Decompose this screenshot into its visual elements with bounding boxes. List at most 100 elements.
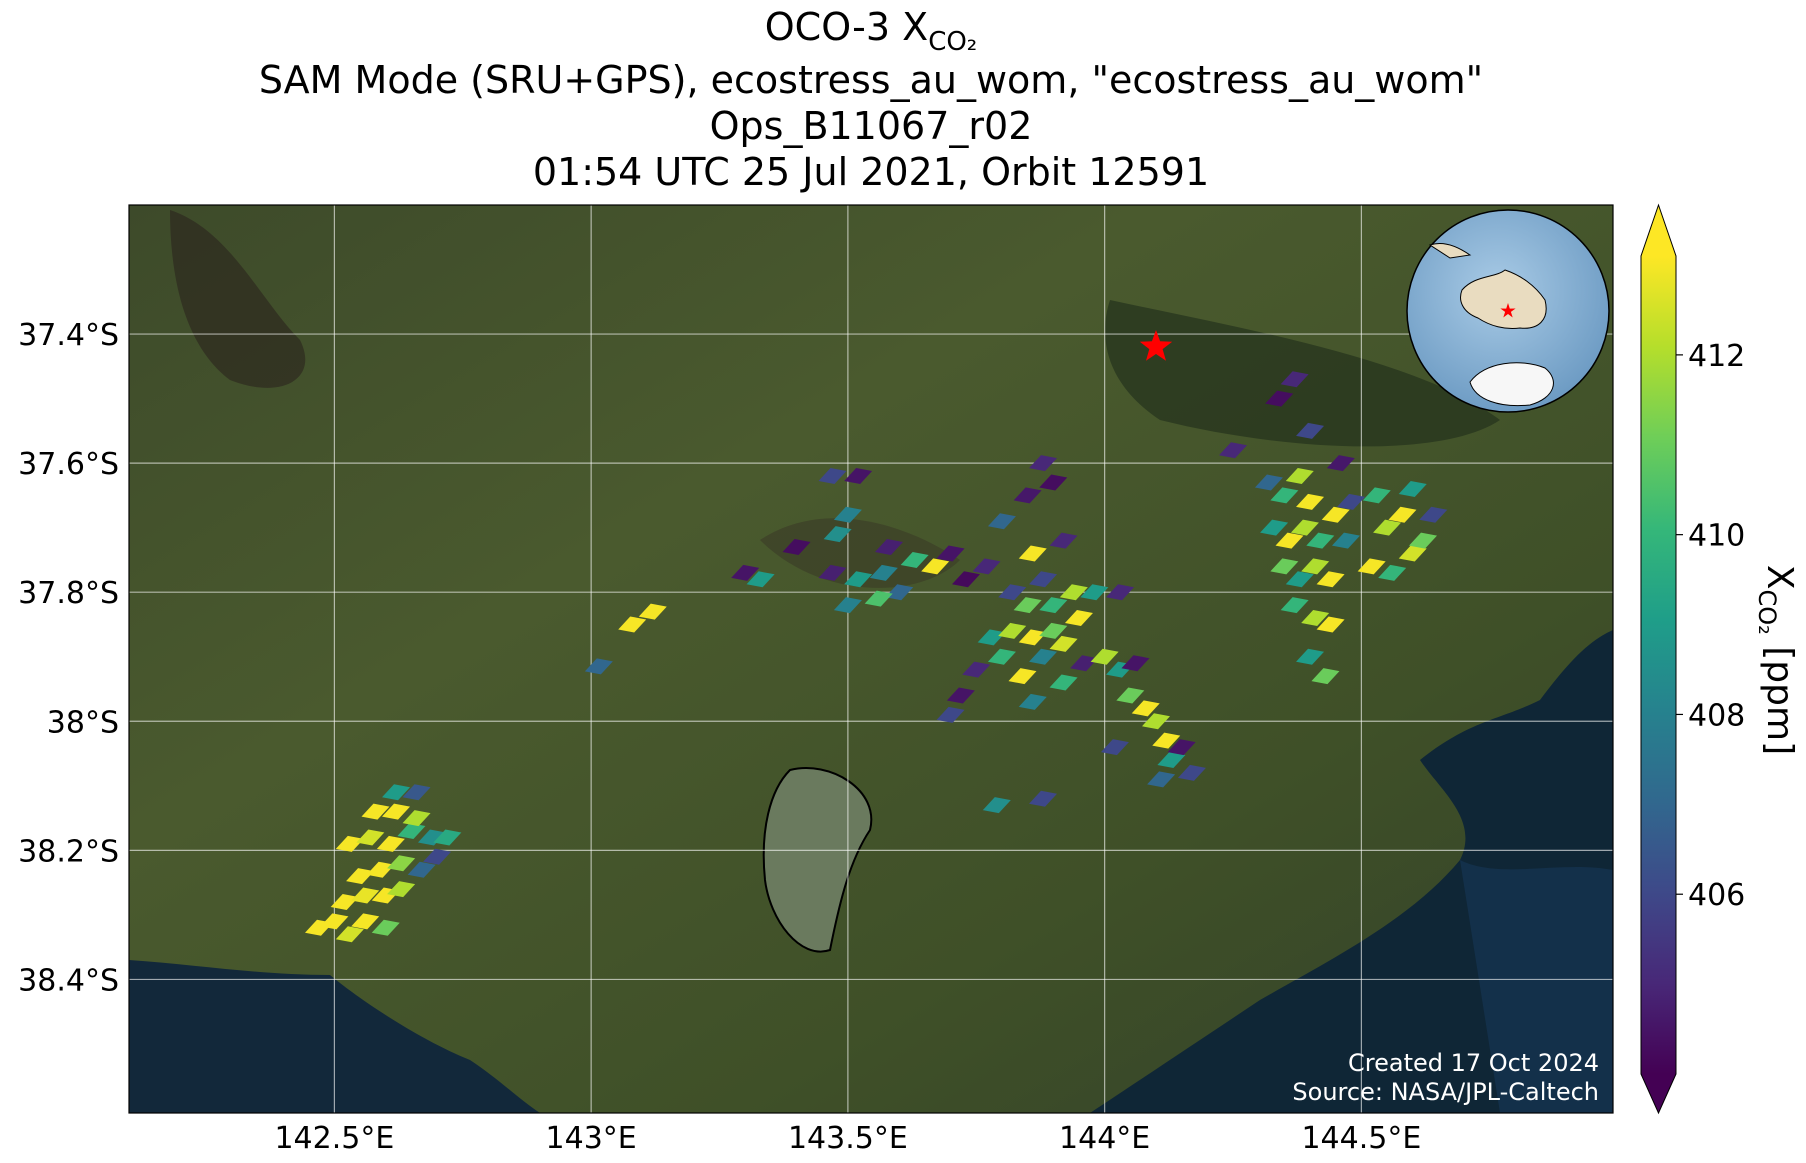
- x-tick-label: 143°E: [546, 1121, 637, 1156]
- sounding: [1378, 564, 1407, 581]
- annotation: Source: NASA/JPL-Caltech: [1292, 1078, 1599, 1106]
- sounding: [1018, 693, 1047, 710]
- sounding: [921, 558, 950, 575]
- y-tick-label: 38.4°S: [18, 963, 119, 998]
- x-tick-label: 142.5°E: [274, 1121, 394, 1156]
- soundings: [304, 371, 1448, 943]
- colorbar-symbol: X: [1759, 565, 1800, 590]
- sounding: [998, 622, 1027, 639]
- sounding: [936, 706, 965, 723]
- target-star: [1139, 330, 1173, 361]
- sounding: [1337, 493, 1366, 510]
- sounding: [1039, 597, 1068, 614]
- x-tick-label: 144.5°E: [1301, 1121, 1421, 1156]
- sounding: [844, 571, 873, 588]
- sounding: [407, 861, 436, 878]
- sounding: [387, 881, 416, 898]
- sounding: [1311, 668, 1340, 685]
- sounding: [1398, 480, 1427, 497]
- sounding: [1049, 635, 1078, 652]
- sounding: [366, 861, 395, 878]
- sounding: [382, 803, 411, 820]
- grid: [129, 205, 1613, 1113]
- sounding: [885, 584, 914, 601]
- sounding: [900, 551, 929, 568]
- sounding: [1029, 571, 1058, 588]
- sounding: [1157, 751, 1186, 768]
- sounding: [1373, 519, 1402, 536]
- sounding: [864, 590, 893, 607]
- subtitle: 01:54 UTC 25 Jul 2021, Orbit 12591: [533, 150, 1209, 194]
- sounding: [1260, 519, 1289, 536]
- sounding: [782, 539, 811, 556]
- annotation: Created 17 Oct 2024: [1348, 1049, 1599, 1077]
- sounding: [584, 658, 613, 675]
- islands: [1428, 242, 1472, 259]
- sounding: [356, 829, 385, 846]
- sounding: [962, 661, 991, 678]
- colorbar-units: [1759, 635, 1800, 646]
- colorbar-subscript: CO₂: [1753, 590, 1781, 635]
- colorbar-extend-min: [1641, 1074, 1676, 1113]
- sounding: [1116, 687, 1145, 704]
- sounding: [1152, 732, 1181, 749]
- sounding: [1059, 584, 1088, 601]
- sounding: [1080, 584, 1109, 601]
- sounding: [1301, 558, 1330, 575]
- sounding: [731, 564, 760, 581]
- sounding: [972, 558, 1001, 575]
- sounding: [987, 513, 1016, 530]
- y-tick-label: 37.6°S: [18, 447, 119, 482]
- antarctica: [1469, 362, 1554, 407]
- sounding: [397, 822, 426, 839]
- sounding: [1254, 474, 1283, 491]
- sounding: [1090, 648, 1119, 665]
- sounding: [335, 835, 364, 852]
- sounding: [1280, 371, 1309, 388]
- inset-star: [1500, 303, 1516, 318]
- sounding: [1270, 558, 1299, 575]
- sounding: [982, 797, 1011, 814]
- y-tick-label: 38.2°S: [18, 834, 119, 869]
- sounding: [818, 468, 847, 485]
- sounding: [1131, 700, 1160, 717]
- sounding: [1100, 739, 1129, 756]
- sounding: [818, 564, 847, 581]
- colorbar-frame: [1640, 203, 1677, 1115]
- sounding: [946, 687, 975, 704]
- ocean: [1460, 860, 1613, 1113]
- sounding: [376, 835, 405, 852]
- sounding: [1409, 532, 1438, 549]
- sounding: [382, 784, 411, 801]
- sounding: [1285, 571, 1314, 588]
- y-tick-label: 37.4°S: [18, 318, 119, 353]
- plot-frame: [128, 204, 1614, 1114]
- sounding: [1326, 455, 1355, 472]
- sounding: [1301, 610, 1330, 627]
- sounding: [1141, 713, 1170, 730]
- sounding: [1419, 506, 1448, 523]
- sounding: [1296, 493, 1325, 510]
- colorbar-tick-label: 406: [1688, 878, 1745, 913]
- sounding: [1029, 455, 1058, 472]
- sounding: [1362, 487, 1391, 504]
- sounding: [320, 913, 349, 930]
- sounding: [346, 868, 375, 885]
- y-tick-label: 38°S: [47, 705, 119, 740]
- title-subscript: CO₂: [928, 27, 977, 57]
- x-tick-label: 143.5°E: [788, 1121, 908, 1156]
- sounding: [874, 539, 903, 556]
- colorbar-units: [ppm]: [1759, 646, 1800, 755]
- colorbar: [1640, 203, 1683, 1115]
- sounding: [330, 893, 359, 910]
- sounding: [1296, 422, 1325, 439]
- sounding: [1177, 764, 1206, 781]
- sounding: [987, 648, 1016, 665]
- sounding: [977, 629, 1006, 646]
- sounding: [1029, 648, 1058, 665]
- sounding: [423, 848, 452, 865]
- sounding: [387, 855, 416, 872]
- australia: [1460, 269, 1547, 329]
